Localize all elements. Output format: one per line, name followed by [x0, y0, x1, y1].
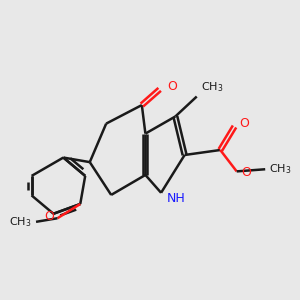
- Text: NH: NH: [167, 192, 185, 205]
- Text: O: O: [45, 210, 55, 223]
- Text: O: O: [239, 117, 249, 130]
- Text: CH$_3$: CH$_3$: [9, 215, 32, 229]
- Text: O: O: [242, 166, 251, 179]
- Text: CH$_3$: CH$_3$: [201, 81, 224, 94]
- Text: CH$_3$: CH$_3$: [269, 162, 292, 176]
- Text: O: O: [167, 80, 177, 93]
